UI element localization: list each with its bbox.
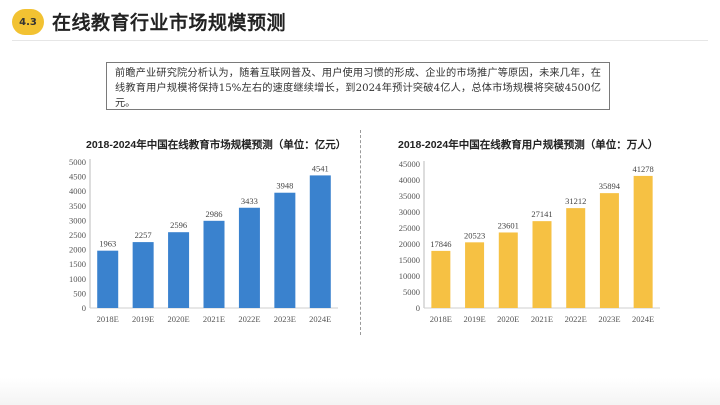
bar-2022E: [238, 207, 260, 308]
x-tick-label: 2019E: [132, 314, 154, 324]
left-chart-title: 2018-2024年中国在线教育市场规模预测（单位：亿元）: [86, 139, 347, 151]
y-tick-label: 25000: [399, 223, 420, 233]
value-label: 4541: [312, 163, 329, 173]
x-tick-label: 2024E: [309, 314, 331, 324]
bar-2021E: [532, 221, 552, 308]
y-tick-label: 4500: [69, 172, 86, 182]
y-tick-label: 1000: [69, 274, 86, 284]
bar-2019E: [465, 242, 485, 308]
bar-2024E: [633, 175, 653, 308]
value-label: 2257: [135, 230, 152, 240]
y-tick-label: 30000: [399, 207, 420, 217]
y-tick-label: 0: [82, 303, 86, 313]
y-tick-label: 20000: [399, 239, 420, 249]
value-label: 3948: [276, 181, 293, 191]
bar-2023E: [599, 193, 619, 308]
x-tick-label: 2019E: [463, 314, 485, 324]
y-tick-label: 2000: [69, 245, 86, 255]
y-tick-label: 45000: [399, 159, 420, 169]
x-tick-label: 2022E: [238, 314, 260, 324]
page-title: 在线教育行业市场规模预测: [52, 12, 287, 34]
right-chart-title: 2018-2024年中国在线教育用户规模预测（单位：万人）: [398, 139, 659, 151]
value-label: 1963: [99, 239, 116, 249]
user-size-bar-chart: 0 5000 10000 15000 20000 25000 30000 35000 40000…: [399, 159, 660, 324]
y-tick-label: 3000: [69, 215, 86, 225]
value-label: 20523: [464, 230, 485, 240]
x-tick-label: 2018E: [430, 314, 452, 324]
bar-2021E: [203, 220, 225, 308]
bar-2019E: [132, 242, 154, 308]
bar-2023E: [274, 192, 296, 308]
y-tick-label: 15000: [399, 255, 420, 265]
y-tick-label: 0: [416, 303, 420, 313]
chart-divider: [360, 130, 361, 335]
y-tick-label: 2500: [69, 230, 86, 240]
summary-text-box: 前瞻产业研究院分析认为，随着互联网普及、用户使用习惯的形成、企业的市场推广等原因…: [106, 62, 610, 110]
y-tick-label: 5000: [69, 157, 86, 167]
value-label: 31212: [565, 196, 586, 206]
bar-2020E: [498, 232, 518, 308]
value-label: 2986: [206, 209, 223, 219]
title-divider: [12, 40, 708, 41]
bar-2022E: [566, 208, 586, 308]
y-tick-label: 500: [73, 288, 86, 298]
x-tick-label: 2023E: [598, 314, 620, 324]
value-label: 3433: [241, 196, 258, 206]
y-tick-label: 5000: [403, 287, 420, 297]
x-tick-label: 2022E: [565, 314, 587, 324]
bar-2018E: [97, 250, 119, 308]
value-label: 17846: [430, 239, 451, 249]
x-tick-label: 2021E: [203, 314, 225, 324]
value-label: 27141: [531, 209, 552, 219]
y-tick-label: 3500: [69, 201, 86, 211]
y-tick-label: 1500: [69, 259, 86, 269]
value-label: 35894: [599, 181, 621, 191]
x-tick-label: 2020E: [497, 314, 519, 324]
bar-2020E: [168, 232, 190, 308]
x-tick-label: 2021E: [531, 314, 553, 324]
y-tick-label: 10000: [399, 271, 420, 281]
section-number-badge: 4.3: [12, 9, 44, 35]
y-tick-label: 40000: [399, 175, 420, 185]
value-label: 23601: [498, 220, 519, 230]
x-tick-label: 2020E: [167, 314, 189, 324]
bar-2018E: [431, 250, 451, 308]
value-label: 2596: [170, 220, 187, 230]
bottom-band: [0, 378, 720, 405]
bar-2024E: [309, 175, 331, 308]
x-tick-label: 2023E: [274, 314, 296, 324]
x-tick-label: 2024E: [632, 314, 654, 324]
value-label: 41278: [633, 164, 654, 174]
y-tick-label: 4000: [69, 186, 86, 196]
market-size-bar-chart: 0 500 1000 1500 2000 2500 3000 3500 4000 4500 5000…: [69, 157, 338, 324]
y-tick-label: 35000: [399, 191, 420, 201]
x-tick-label: 2018E: [97, 314, 119, 324]
